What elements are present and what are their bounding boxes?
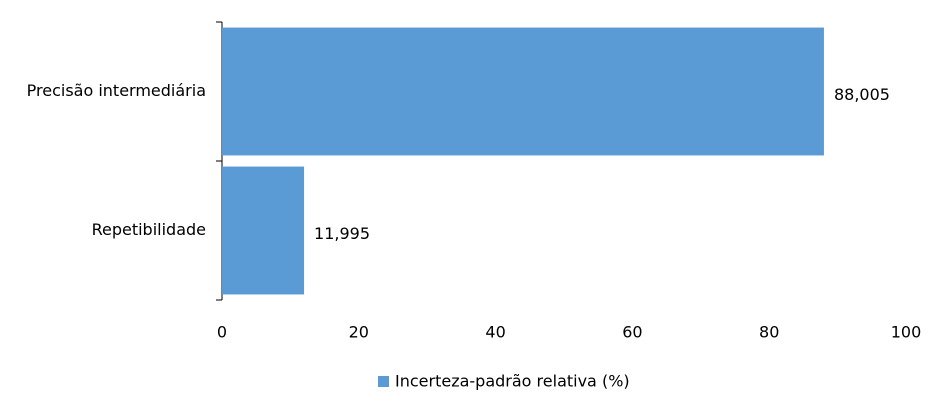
x-tick-label: 40 xyxy=(485,323,505,342)
y-tick-label: Precisão intermediária xyxy=(27,81,206,100)
data-label: 11,995 xyxy=(314,224,370,243)
x-tick-label: 80 xyxy=(759,323,779,342)
x-tick-label: 0 xyxy=(217,323,227,342)
legend-label: Incerteza-padrão relativa (%) xyxy=(395,372,630,391)
legend-swatch xyxy=(378,376,389,387)
x-tick-label: 100 xyxy=(891,323,922,342)
y-tick-label: Repetibilidade xyxy=(92,220,206,239)
bar xyxy=(222,166,305,295)
x-tick-label: 60 xyxy=(622,323,642,342)
data-label: 88,005 xyxy=(834,85,890,104)
bar xyxy=(222,27,824,156)
x-tick-label: 20 xyxy=(349,323,369,342)
